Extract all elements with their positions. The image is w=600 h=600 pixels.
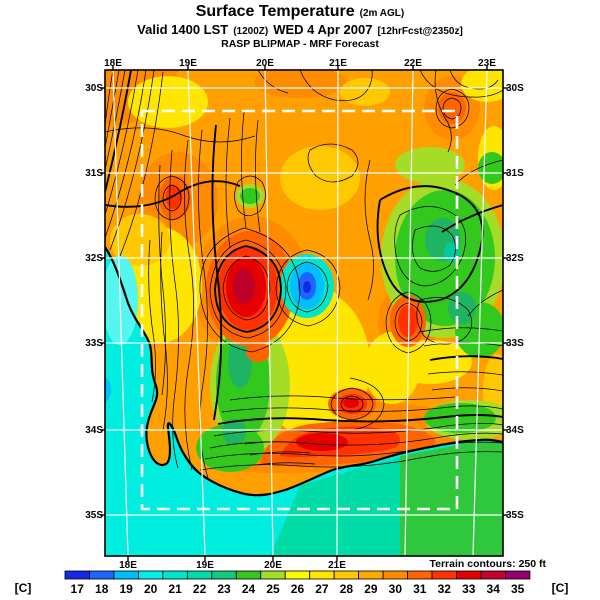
colorbar-value: 32 <box>438 582 452 596</box>
terrain-index-contours <box>105 70 503 425</box>
colorbar-segment <box>235 570 262 580</box>
valid-date: WED 4 Apr 2007 <box>273 22 373 37</box>
colorbar-value: 30 <box>389 582 403 596</box>
lon-label-top: 23E <box>478 58 496 69</box>
coastline <box>105 246 503 497</box>
axis-labels: 18E 19E 20E 21E 22E 23E 18E 19E 20E 21E 30S 31S 32S 3… <box>85 58 524 571</box>
colorbar-value: 35 <box>511 582 525 596</box>
lat-label-right: 30S <box>506 83 524 94</box>
model-line: RASP BLIPMAP - MRF Forecast <box>221 38 379 50</box>
title-block: Surface Temperature (2m AGL) Valid 1400 … <box>0 0 600 50</box>
domain-box <box>140 109 459 511</box>
lat-label-left: 35S <box>85 510 103 521</box>
colorbar-segment <box>113 570 139 580</box>
colorbar-segment <box>456 570 482 580</box>
lon-label-top: 21E <box>329 58 347 69</box>
lat-label-right: 34S <box>506 425 524 436</box>
colorbar-unit-right: [C] <box>552 581 569 595</box>
lat-label-left: 34S <box>85 425 103 436</box>
colorbar-segment <box>162 570 188 580</box>
lon-label-top: 19E <box>179 58 197 69</box>
colorbar-value: 20 <box>144 582 158 596</box>
valid-zulu: (1200Z) <box>233 26 269 37</box>
lat-label-left: 31S <box>85 168 103 179</box>
lon-label-bottom: 19E <box>196 560 214 571</box>
colorbar-segment <box>505 570 531 580</box>
colorbar-segment <box>382 570 408 580</box>
colorbar-value: 26 <box>291 582 305 596</box>
colorbar-value: 33 <box>462 582 476 596</box>
colorbar-value: 34 <box>487 582 501 596</box>
lat-label-right: 31S <box>506 168 524 179</box>
colorbar-segment <box>358 570 384 580</box>
colorbar-value: 31 <box>413 582 427 596</box>
valid-time: Valid 1400 LST <box>137 22 229 37</box>
axis-ticks <box>100 65 508 561</box>
colorbar-value: 23 <box>217 582 231 596</box>
lon-label-bottom: 20E <box>264 560 282 571</box>
colorbar-segment <box>186 570 213 580</box>
latlon-grid <box>105 70 503 556</box>
colorbar-segment <box>260 570 286 580</box>
lat-label-left: 32S <box>85 253 103 264</box>
lon-label-bottom: 18E <box>119 560 137 571</box>
colorbar-segment <box>333 570 360 580</box>
colorbar-value: 21 <box>168 582 182 596</box>
page-title-sub: (2m AGL) <box>359 8 405 19</box>
colorbar-unit-left: [C] <box>15 581 32 595</box>
colorbar-value: 25 <box>266 582 280 596</box>
lon-label-top: 20E <box>256 58 274 69</box>
colorbar-value: 22 <box>193 582 207 596</box>
coastal-upwelling-band <box>105 255 138 345</box>
lon-label-top: 22E <box>404 58 422 69</box>
colorbar-segment <box>431 570 457 580</box>
lon-label-top: 18E <box>104 58 122 69</box>
colorbar-segment <box>64 570 90 580</box>
colorbar-segment <box>480 570 506 580</box>
colorbar-segment <box>138 570 164 580</box>
colorbar-segment <box>89 570 115 580</box>
lat-label-left: 30S <box>85 83 103 94</box>
indian-ocean-green <box>400 441 503 556</box>
colorbar: 17 18 19 20 21 22 23 24 25 26 27 28 29 30 31 32 33 34 35 <box>64 570 531 596</box>
colorbar-segment <box>211 570 237 580</box>
terrain-note: Terrain contours: 250 ft <box>430 558 547 570</box>
lon-label-bottom: 21E <box>328 560 346 571</box>
lat-label-right: 32S <box>506 253 524 264</box>
colorbar-segment <box>407 570 433 580</box>
colorbar-segment <box>309 570 335 580</box>
colorbar-value: 28 <box>340 582 354 596</box>
lat-label-left: 33S <box>85 338 103 349</box>
colorbar-value: 19 <box>119 582 133 596</box>
colorbar-value: 27 <box>315 582 329 596</box>
page-title: Surface Temperature <box>195 3 355 20</box>
colorbar-value: 29 <box>364 582 378 596</box>
lat-label-right: 33S <box>506 338 524 349</box>
colorbar-segment <box>284 570 311 580</box>
forecast-init: [12hrFcst@2350z] <box>377 26 463 37</box>
colorbar-value: 24 <box>242 582 256 596</box>
temperature-map <box>105 70 503 556</box>
lat-label-right: 35S <box>506 510 524 521</box>
map-border <box>104 69 504 557</box>
colorbar-value: 18 <box>95 582 109 596</box>
colorbar-value: 17 <box>71 582 85 596</box>
